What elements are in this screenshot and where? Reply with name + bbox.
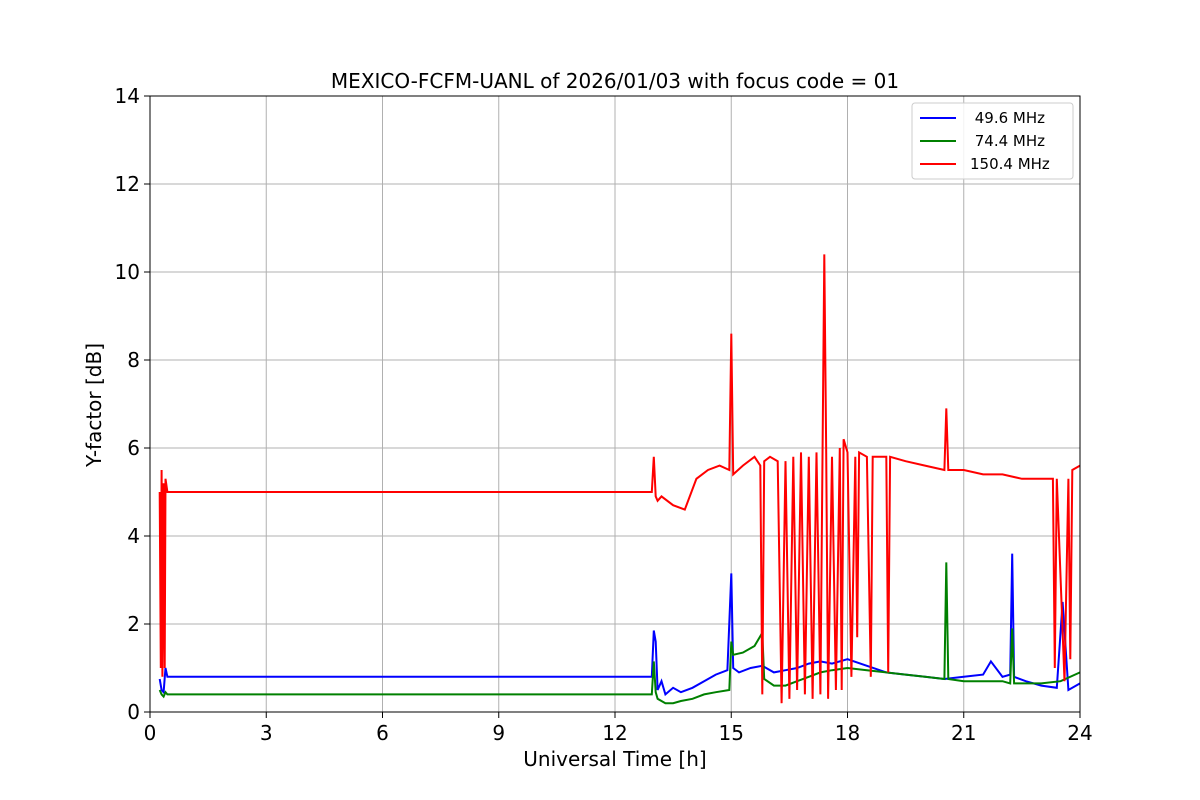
legend-label: 49.6 MHz (970, 109, 1045, 127)
chart-title: MEXICO-FCFM-UANL of 2026/01/03 with focu… (331, 69, 899, 93)
series-line-0 (158, 553, 1081, 697)
series-line-1 (158, 562, 1081, 705)
x-tick-label: 18 (835, 721, 860, 745)
x-tick-label: 21 (951, 721, 976, 745)
x-axis-label: Universal Time [h] (523, 747, 706, 771)
x-tick-label: 0 (144, 721, 157, 745)
y-tick-label: 4 (127, 524, 140, 548)
series-line-2 (158, 254, 1081, 704)
legend-label: 150.4 MHz (970, 155, 1050, 173)
x-tick-label: 3 (260, 721, 273, 745)
y-tick-label: 6 (127, 436, 140, 460)
y-tick-label: 0 (127, 700, 140, 724)
legend-label: 74.4 MHz (970, 132, 1045, 150)
x-tick-label: 12 (602, 721, 627, 745)
y-tick-label: 14 (115, 84, 140, 108)
y-tick-label: 10 (115, 260, 140, 284)
x-tick-label: 6 (376, 721, 389, 745)
y-axis-label: Y-factor [dB] (82, 343, 106, 468)
y-tick-label: 2 (127, 612, 140, 636)
legend-box (911, 102, 1074, 180)
y-tick-label: 12 (115, 172, 140, 196)
y-tick-label: 8 (127, 348, 140, 372)
series-layer (158, 254, 1081, 705)
legend: 49.6 MHz 74.4 MHz 150.4 MHz (911, 102, 1074, 180)
x-tick-label: 15 (719, 721, 744, 745)
x-tick-label: 24 (1067, 721, 1092, 745)
x-tick-label: 9 (492, 721, 505, 745)
